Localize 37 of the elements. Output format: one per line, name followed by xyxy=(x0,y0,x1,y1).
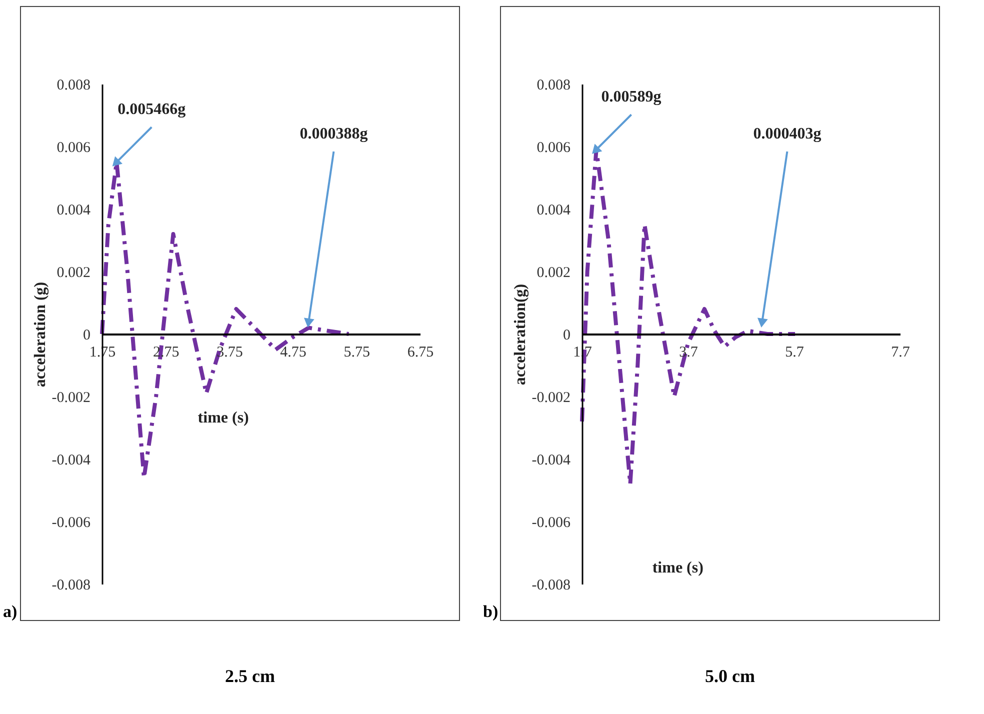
y-tick-label: -0.002 xyxy=(532,390,570,406)
y-axis-title: acceleration (g) xyxy=(32,282,49,388)
x-tick-label: 5.7 xyxy=(785,344,804,360)
text: 5.0 cm xyxy=(704,666,756,687)
x-tick-label: 6.75 xyxy=(407,344,434,360)
x-tick-label: 3.75 xyxy=(216,344,243,360)
annotation: 0.000403g xyxy=(753,126,822,142)
annotation: 0.000388g xyxy=(300,126,368,142)
x-axis-title: time (s) xyxy=(198,410,249,426)
x-tick-label: 3.7 xyxy=(679,344,698,360)
y-tick-label: 0.008 xyxy=(536,78,570,94)
x-axis-title: time (s) xyxy=(652,560,704,576)
x-tick-label: 5.75 xyxy=(344,344,370,360)
x-tick-label: 7.7 xyxy=(891,344,910,360)
y-tick-label: 0.006 xyxy=(536,140,571,156)
y-tick-label: 0.002 xyxy=(536,265,570,281)
y-tick-label: 0 xyxy=(83,328,90,344)
annotation: 0.00589g xyxy=(601,88,662,106)
y-tick-label: 0.006 xyxy=(56,140,91,156)
y-tick-label: 0.002 xyxy=(56,265,90,281)
text: a) xyxy=(3,602,18,622)
y-tick-label: -0.004 xyxy=(52,452,91,468)
y-tick-label: -0.002 xyxy=(52,390,90,406)
y-tick-label: -0.004 xyxy=(532,452,571,468)
y-tick-label: -0.008 xyxy=(52,578,90,594)
y-tick-label: 0.008 xyxy=(56,78,90,94)
y-tick-label: -0.006 xyxy=(532,515,571,531)
y-axis-title: acceleration(g) xyxy=(512,284,529,386)
text: 2.5 cm xyxy=(224,666,276,687)
y-tick-label: 0.004 xyxy=(56,202,91,218)
text: b) xyxy=(483,602,498,622)
y-tick-label: -0.008 xyxy=(532,578,570,594)
y-tick-label: -0.006 xyxy=(52,515,91,531)
x-tick-label: 4.75 xyxy=(280,344,306,360)
y-tick-label: 0 xyxy=(563,328,570,344)
annotation: 0.005466g xyxy=(118,101,186,118)
y-tick-label: 0.004 xyxy=(536,202,571,218)
